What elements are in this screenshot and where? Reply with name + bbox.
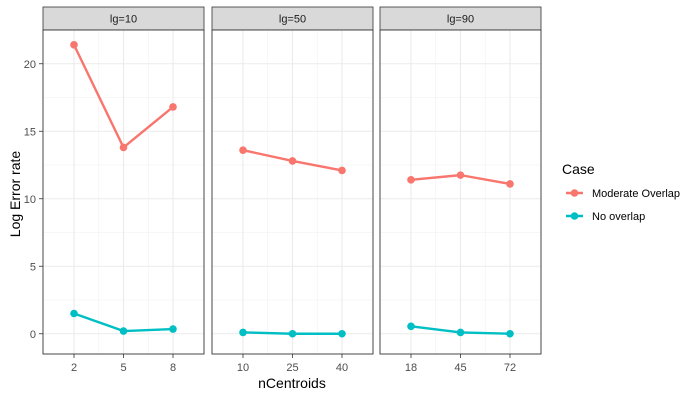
data-point (239, 328, 247, 337)
x-tick-label: 10 (237, 362, 249, 374)
x-tick-label: 18 (405, 362, 417, 374)
data-point (506, 180, 514, 188)
data-point (407, 322, 415, 331)
data-point (338, 166, 346, 175)
x-tick-label: 2 (71, 362, 77, 374)
y-tick-label: 0 (30, 329, 36, 341)
legend-label: Moderate Overlap (592, 188, 680, 200)
data-point (506, 329, 514, 338)
y-axis-title: Log Error rate (7, 151, 23, 238)
data-point (169, 325, 177, 333)
x-axis-title: nCentroids (258, 375, 326, 391)
facet-strip-label: lg=90 (447, 14, 474, 26)
data-point (456, 171, 465, 179)
legend-entry: No overlap (566, 211, 645, 223)
legend-key-point (570, 212, 579, 220)
data-point (70, 41, 78, 49)
x-tick-label: 8 (170, 362, 176, 374)
legend-label: No overlap (592, 211, 645, 223)
data-point (407, 176, 415, 184)
legend-key-point (570, 189, 579, 197)
facet-panel-2: lg=50 10 25 40 (211, 6, 374, 374)
x-tick-label: 72 (504, 362, 516, 374)
legend-title: Case (562, 161, 595, 177)
y-tick-label: 15 (24, 126, 36, 138)
facet-panel-1: lg=10 2 5 8 0 5 10 15 20 (24, 6, 205, 374)
data-point (456, 328, 465, 337)
y-tick-label: 10 (24, 194, 36, 206)
data-point (119, 327, 128, 335)
legend: Case Moderate Overlap No overlap (562, 161, 680, 223)
data-point (70, 309, 78, 318)
facet-panel-3: lg=90 18 45 72 (379, 6, 542, 374)
data-point (239, 146, 247, 154)
facet-strip-label: lg=50 (279, 14, 306, 26)
facet-strip-label: lg=10 (110, 14, 137, 26)
x-tick-label: 40 (336, 362, 348, 374)
x-tick-label: 25 (286, 362, 298, 374)
legend-entry: Moderate Overlap (566, 188, 680, 200)
data-point (169, 103, 177, 111)
x-tick-label: 45 (454, 362, 466, 374)
data-point (338, 329, 346, 338)
y-tick-label: 5 (30, 261, 36, 273)
data-point (119, 143, 128, 152)
data-point (288, 157, 297, 165)
y-tick-label: 20 (24, 59, 36, 71)
data-point (288, 329, 297, 338)
x-tick-label: 5 (120, 362, 126, 374)
